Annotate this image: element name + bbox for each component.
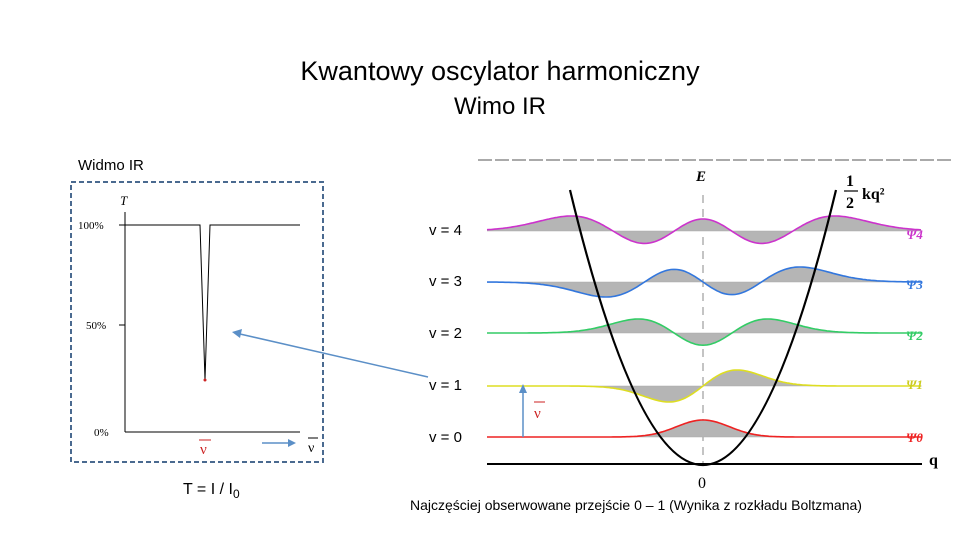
axis-symbol: ν bbox=[308, 441, 314, 456]
level-label-v4: v = 4 bbox=[429, 222, 462, 239]
spectrum-label: Widmo IR bbox=[78, 157, 144, 174]
formula-den: 2 bbox=[846, 195, 854, 212]
origin-label: 0 bbox=[698, 475, 706, 492]
psi3-curve bbox=[487, 266, 921, 298]
psi4-fill bbox=[487, 216, 922, 244]
transition-arrow-head bbox=[519, 384, 527, 393]
psi4-curve bbox=[486, 215, 922, 245]
formula-num: 1 bbox=[846, 173, 854, 190]
tick-label-0: 0% bbox=[94, 427, 109, 439]
psi2-label: Ψ2 bbox=[906, 328, 923, 343]
band-symbol: ν bbox=[200, 442, 207, 458]
psi1-label: Ψ1 bbox=[906, 377, 923, 392]
q-label: q bbox=[929, 452, 938, 469]
psi0-curve bbox=[487, 419, 921, 438]
link-arrow bbox=[239, 333, 429, 378]
tick-label-100: 100% bbox=[78, 220, 104, 232]
level-label-v3: v = 3 bbox=[429, 273, 462, 290]
transition-symbol: ν bbox=[534, 406, 541, 422]
transmittance-formula: T = I / I0 bbox=[183, 481, 240, 502]
energy-levels bbox=[486, 215, 922, 438]
level-label-v2: v = 2 bbox=[429, 325, 462, 342]
level-label-v0: v = 0 bbox=[429, 429, 462, 446]
tick-label-50: 50% bbox=[86, 320, 106, 332]
link-arrow-head bbox=[232, 329, 242, 338]
psi2-curve bbox=[487, 318, 921, 347]
footnote: Najczęściej obserwowane przejście 0 – 1 … bbox=[410, 497, 862, 513]
page-subtitle: Wimo IR bbox=[454, 93, 546, 120]
psi0-label: Ψ0 bbox=[906, 430, 923, 445]
psi4-label: Ψ4 bbox=[906, 227, 923, 242]
spectrum-axis-label: T bbox=[120, 193, 128, 208]
psi0-fill bbox=[487, 420, 922, 437]
band-minimum bbox=[203, 378, 207, 382]
psi1-curve bbox=[487, 369, 921, 403]
level-label-v1: v = 1 bbox=[429, 377, 462, 394]
page-title: Kwantowy oscylator harmoniczny bbox=[300, 56, 700, 86]
energy-label: E bbox=[695, 169, 706, 185]
axis-arrow-head bbox=[288, 439, 296, 447]
psi3-label: Ψ3 bbox=[906, 277, 923, 292]
spectrum-frame bbox=[70, 181, 324, 463]
formula-rest: kq² bbox=[862, 186, 885, 203]
